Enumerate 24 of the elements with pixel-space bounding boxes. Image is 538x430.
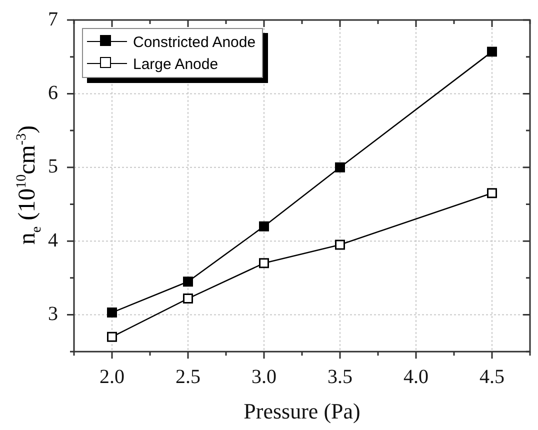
legend-label: Constricted Anode — [133, 34, 256, 50]
point — [259, 258, 269, 268]
legend-label: Large Anode — [133, 56, 218, 72]
x-tick-label: 4.5 — [480, 366, 504, 388]
point — [259, 221, 269, 232]
point — [487, 46, 497, 57]
point — [107, 332, 117, 342]
x-axis-title: Pressure (Pa) — [244, 398, 360, 424]
point — [335, 162, 345, 172]
x-tick-label: 4.0 — [404, 366, 428, 388]
point — [183, 294, 193, 304]
y-tick-label: 4 — [48, 229, 58, 252]
x-tick-label: 3.0 — [252, 366, 276, 388]
x-tick-label: 3.5 — [328, 366, 352, 388]
point — [487, 188, 497, 198]
point — [335, 240, 345, 250]
x-tick-label: 2.0 — [100, 366, 124, 388]
y-tick-label: 6 — [48, 82, 58, 104]
point — [183, 276, 193, 287]
point — [107, 308, 117, 318]
y-tick-label: 7 — [48, 8, 58, 30]
x-tick-label: 2.5 — [176, 366, 200, 388]
y-tick-label: 5 — [48, 156, 58, 178]
y-tick-label: 3 — [48, 303, 58, 326]
